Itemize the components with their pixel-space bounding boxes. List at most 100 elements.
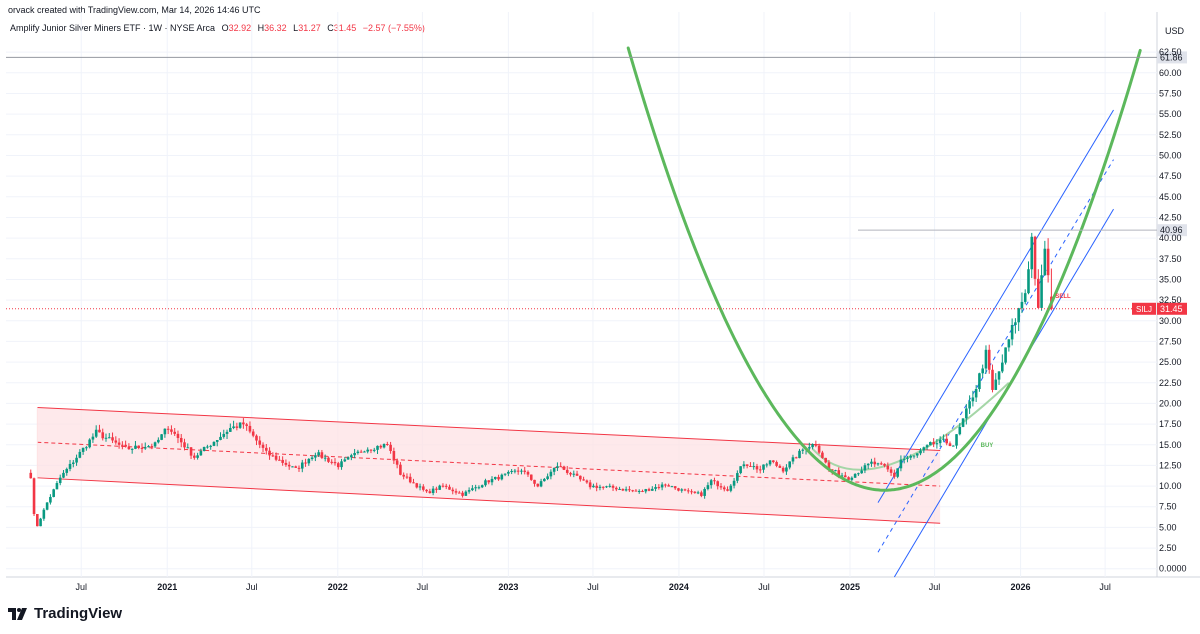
candle-body xyxy=(896,468,899,477)
candle-body xyxy=(585,480,589,483)
candle-body xyxy=(408,476,412,483)
candle-body xyxy=(1007,339,1011,348)
candle-body xyxy=(915,453,919,456)
candle-body xyxy=(1023,293,1027,302)
candle-body xyxy=(300,462,304,469)
y-tick-label: 10.00 xyxy=(1159,481,1182,491)
candle-body xyxy=(628,489,631,491)
candle-body xyxy=(170,429,173,432)
candle-body xyxy=(686,490,690,492)
candle-body xyxy=(395,460,399,465)
x-axis[interactable]: Jul 2021 Jul 2022 Jul 2023 Jul 2024 Jul 2025 Jul 20… xyxy=(75,582,1110,592)
y-tick-label: 62.50 xyxy=(1159,47,1182,57)
candle-body xyxy=(726,489,729,491)
candle-body xyxy=(438,485,441,490)
candle-body xyxy=(242,422,245,425)
candle-body xyxy=(215,440,219,442)
candle-body xyxy=(199,451,203,456)
candle-body xyxy=(369,449,373,451)
y-tick-label: 45.00 xyxy=(1159,192,1182,202)
candle-body xyxy=(451,489,455,492)
candle-body xyxy=(281,459,284,463)
candle-body xyxy=(274,455,278,460)
candle-body xyxy=(961,418,965,427)
candle-body xyxy=(873,461,877,465)
candle-body xyxy=(680,489,684,491)
annotations: SELL BUY xyxy=(981,294,1071,449)
candle-body xyxy=(598,486,602,488)
candle-body xyxy=(1027,269,1030,294)
candle-body xyxy=(513,470,517,472)
symbol-description[interactable]: Amplify Junior Silver Miners ETF · 1W · … xyxy=(10,23,216,33)
red-descending-channel[interactable] xyxy=(36,407,941,524)
candle-body xyxy=(137,445,141,448)
candle-body xyxy=(994,379,998,390)
candle-body xyxy=(516,470,520,472)
candle-body xyxy=(706,485,710,490)
candle-body xyxy=(206,446,209,448)
candle-body xyxy=(978,373,981,390)
candle-body xyxy=(399,464,402,475)
tradingview-logo[interactable]: TradingView xyxy=(8,605,122,622)
candle-body xyxy=(660,484,664,488)
candle-body xyxy=(71,462,75,464)
candle-body xyxy=(480,485,484,488)
red-channel-upper-line[interactable] xyxy=(37,407,941,452)
price-chart[interactable]: 61.86 40.96 SILJ 31.45 SELL BUY 0.0000 2.50 5.… xyxy=(0,0,1200,600)
candle-body xyxy=(127,446,131,450)
candle-body xyxy=(794,457,798,459)
red-channel-fill xyxy=(37,407,941,524)
candle-body xyxy=(510,470,513,472)
blue-channel-upper-line[interactable] xyxy=(877,109,1114,503)
candle-body xyxy=(81,447,85,452)
candle-body xyxy=(772,460,775,463)
candle-body xyxy=(749,465,752,467)
candle-body xyxy=(677,488,680,491)
tradingview-logo-text: TradingView xyxy=(34,605,123,622)
y-tick-label: 30.00 xyxy=(1159,316,1182,326)
close-label: C xyxy=(327,23,334,33)
candle-body xyxy=(987,349,991,370)
candle-body xyxy=(42,509,46,519)
candle-body xyxy=(268,450,271,456)
candle-body xyxy=(785,467,788,472)
candle-body xyxy=(503,473,507,475)
candle-body xyxy=(264,447,268,451)
candle-body xyxy=(569,472,572,475)
red-channel-mid-line[interactable] xyxy=(37,441,941,487)
candle-body xyxy=(179,437,183,443)
candle-body xyxy=(1017,308,1020,323)
y-tick-label: 15.00 xyxy=(1159,440,1182,450)
candle-body xyxy=(107,437,111,439)
candle-body xyxy=(925,445,929,448)
candle-body xyxy=(529,474,533,480)
y-axis[interactable]: 0.0000 2.50 5.00 7.50 10.00 12.50 15.00 17.50 20… xyxy=(1159,47,1187,574)
candle-body xyxy=(271,455,275,457)
candle-body xyxy=(533,479,536,484)
y-tick-label: 52.50 xyxy=(1159,130,1182,140)
candle-body xyxy=(441,485,445,487)
candle-body xyxy=(971,397,975,402)
candle-body xyxy=(58,477,62,484)
candle-body xyxy=(461,492,464,496)
currency-label[interactable]: USD xyxy=(1165,26,1185,36)
candle-body xyxy=(732,480,736,486)
x-tick-label: 2025 xyxy=(840,582,860,592)
candle-body xyxy=(919,450,922,454)
candle-body xyxy=(592,485,595,488)
candle-body xyxy=(225,431,229,434)
x-tick-label: Jul xyxy=(929,582,941,592)
candle-body xyxy=(742,464,746,467)
candle-body xyxy=(297,467,301,469)
candle-body xyxy=(340,461,343,468)
red-channel-lower-line[interactable] xyxy=(37,477,941,524)
candle-body xyxy=(209,445,212,447)
candle-body xyxy=(575,473,579,476)
candle-body xyxy=(39,518,42,527)
candle-body xyxy=(422,486,425,490)
candle-body xyxy=(428,491,432,494)
candle-body xyxy=(52,489,55,497)
candle-body xyxy=(1014,322,1017,326)
parabola-curve[interactable] xyxy=(626,46,1142,492)
parabola-line[interactable] xyxy=(626,46,1142,492)
